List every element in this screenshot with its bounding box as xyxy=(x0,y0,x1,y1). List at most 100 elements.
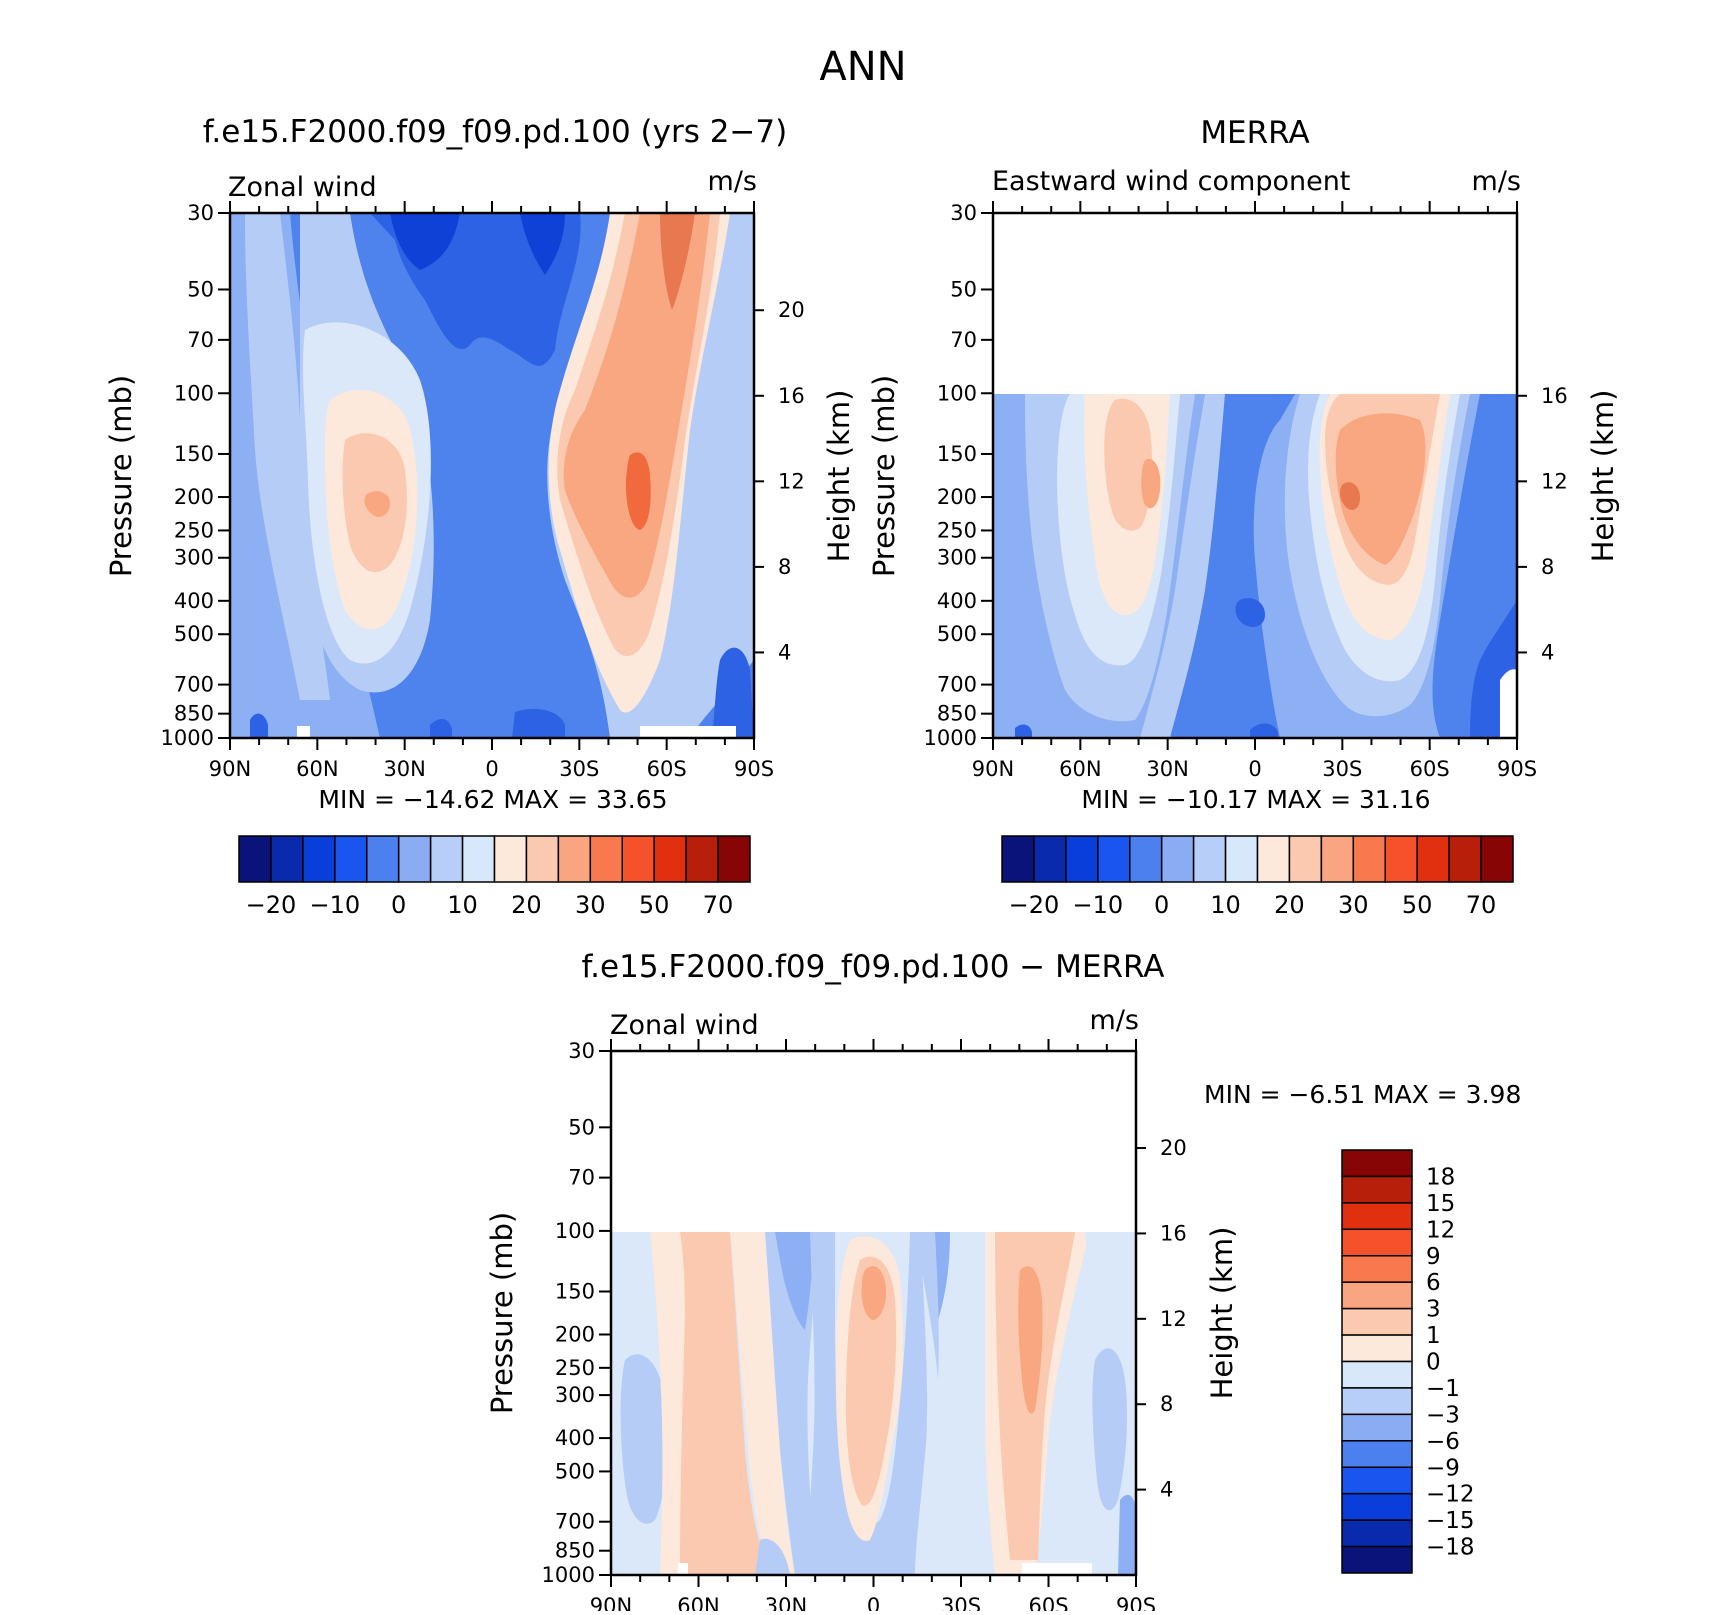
colorbar-label: 0 xyxy=(1154,891,1169,919)
colorbar-box xyxy=(397,835,432,883)
colorbar-box xyxy=(1480,835,1514,883)
lat-tick-label: 90S xyxy=(1116,1594,1156,1611)
pressure-axis-label: Pressure (mb) xyxy=(867,375,901,577)
height-tick-label: 12 xyxy=(778,469,805,493)
pressure-tick-label: 300 xyxy=(174,546,214,570)
colorbar-box xyxy=(302,835,336,883)
colorbar-box xyxy=(1320,835,1355,883)
lat-tick-label: 30N xyxy=(1146,757,1188,781)
pressure-tick-label: 150 xyxy=(555,1280,595,1304)
colorbar-box xyxy=(238,835,272,883)
height-tick-label: 16 xyxy=(1160,1221,1187,1245)
pressure-tick-label: 400 xyxy=(937,589,977,613)
colorbar-label: 3 xyxy=(1426,1297,1441,1323)
lat-tick-label: 60S xyxy=(1410,757,1450,781)
colorbar-label: 9 xyxy=(1426,1244,1441,1270)
colorbar-label: −6 xyxy=(1426,1429,1460,1455)
lat-tick-label: 60S xyxy=(647,757,687,781)
colorbar-box xyxy=(621,835,655,883)
colorbar-label: −3 xyxy=(1426,1402,1460,1428)
colorbar-box xyxy=(1341,1492,1413,1521)
colorbar-label: 0 xyxy=(1426,1350,1441,1376)
colorbar-label: −1 xyxy=(1426,1376,1460,1402)
pressure-tick-label: 30 xyxy=(950,201,977,225)
colorbar-box xyxy=(1097,835,1131,883)
variable-label: Zonal wind xyxy=(610,1010,759,1041)
colorbar-label: 10 xyxy=(447,891,478,919)
colorbar-box xyxy=(270,835,304,883)
pressure-tick-label: 400 xyxy=(555,1426,595,1450)
colorbar-label: 30 xyxy=(575,891,606,919)
lat-tick-label: 30S xyxy=(559,757,599,781)
lat-tick-label: 90N xyxy=(209,757,251,781)
min-max-stats: MIN = −10.17 MAX = 31.16 xyxy=(1081,785,1430,814)
height-tick-label: 16 xyxy=(778,384,805,408)
height-tick-label: 8 xyxy=(1160,1392,1173,1416)
lat-tick-label: 90N xyxy=(590,1594,632,1611)
height-tick-labels: 20 16 12 8 4 xyxy=(1160,1136,1187,1502)
colorbar-box xyxy=(1341,1281,1413,1310)
colorbar-label: −15 xyxy=(1426,1508,1475,1534)
axis-ticks xyxy=(218,201,764,750)
lat-tick-label: 0 xyxy=(485,757,498,781)
lat-tick-label: 30S xyxy=(1322,757,1362,781)
colorbar-label: −9 xyxy=(1426,1455,1460,1481)
colorbar-box xyxy=(1416,835,1450,883)
colorbar-box xyxy=(717,835,751,883)
colorbar-box xyxy=(1384,835,1418,883)
pressure-tick-label: 50 xyxy=(187,277,214,301)
pressure-tick-label: 300 xyxy=(555,1383,595,1407)
colorbar-label: 20 xyxy=(511,891,542,919)
lat-tick-label: 90S xyxy=(1497,757,1537,781)
colorbar-box xyxy=(461,835,496,883)
pressure-axis-label: Pressure (mb) xyxy=(104,375,138,577)
pressure-tick-label: 500 xyxy=(937,622,977,646)
colorbar-box xyxy=(557,835,592,883)
latitude-tick-labels: 90N 60N 30N 0 30S 60S 90S xyxy=(209,757,774,781)
colorbar-box xyxy=(1065,835,1099,883)
lat-tick-label: 90S xyxy=(734,757,774,781)
colorbar-box xyxy=(366,835,400,883)
latitude-tick-labels: 90N 60N 30N 0 30S 60S 90S xyxy=(972,757,1537,781)
colorbar-box xyxy=(1001,835,1035,883)
lat-tick-label: 60N xyxy=(1059,757,1101,781)
pressure-tick-label: 100 xyxy=(937,381,977,405)
colorbar-box xyxy=(1341,1334,1413,1363)
latitude-tick-labels: 90N 60N 30N 0 30S 60S 90S xyxy=(590,1594,1156,1615)
pressure-tick-label: 300 xyxy=(937,546,977,570)
colorbar-box xyxy=(1224,835,1259,883)
min-max-stats: MIN = −6.51 MAX = 3.98 xyxy=(1204,1080,1521,1109)
pressure-tick-label: 70 xyxy=(950,328,977,352)
units-label: m/s xyxy=(1090,1005,1139,1036)
colorbar-box xyxy=(1341,1466,1413,1495)
height-axis-label: Height (km) xyxy=(1586,390,1620,563)
colorbar-box xyxy=(589,835,623,883)
panel-title: f.e15.F2000.f09_f09.pd.100 (yrs 2−7) xyxy=(203,114,787,150)
pressure-tick-label: 1000 xyxy=(924,726,977,750)
colorbar-box xyxy=(1192,835,1227,883)
colorbar-box xyxy=(334,835,368,883)
colorbar-box xyxy=(1341,1307,1413,1336)
units-label: m/s xyxy=(708,166,757,197)
height-axis-label: Height (km) xyxy=(822,390,856,563)
panel-difference: f.e15.F2000.f09_f09.pd.100 − MERRA Zonal… xyxy=(485,949,1521,1615)
colorbar-box xyxy=(1033,835,1067,883)
colorbar-box xyxy=(1341,1175,1413,1204)
height-tick-label: 16 xyxy=(1541,384,1568,408)
colorbar-box xyxy=(1341,1519,1413,1548)
pressure-tick-label: 850 xyxy=(174,702,214,726)
pressure-tick-label: 250 xyxy=(174,518,214,542)
pressure-tick-label: 500 xyxy=(555,1459,595,1483)
lat-tick-label: 60N xyxy=(677,1594,719,1611)
lat-tick-label: 0 xyxy=(867,1594,880,1611)
colorbar-label: 18 xyxy=(1426,1164,1455,1190)
height-tick-label: 4 xyxy=(1160,1478,1173,1502)
pressure-axis-label: Pressure (mb) xyxy=(485,1212,519,1414)
height-tick-labels: 20 16 12 8 4 xyxy=(778,298,805,664)
panel-model: f.e15.F2000.f09_f09.pd.100 (yrs 2−7) Zon… xyxy=(104,114,856,919)
pressure-tick-label: 100 xyxy=(174,381,214,405)
colorbar-box xyxy=(1448,835,1482,883)
height-tick-label: 8 xyxy=(778,555,791,579)
